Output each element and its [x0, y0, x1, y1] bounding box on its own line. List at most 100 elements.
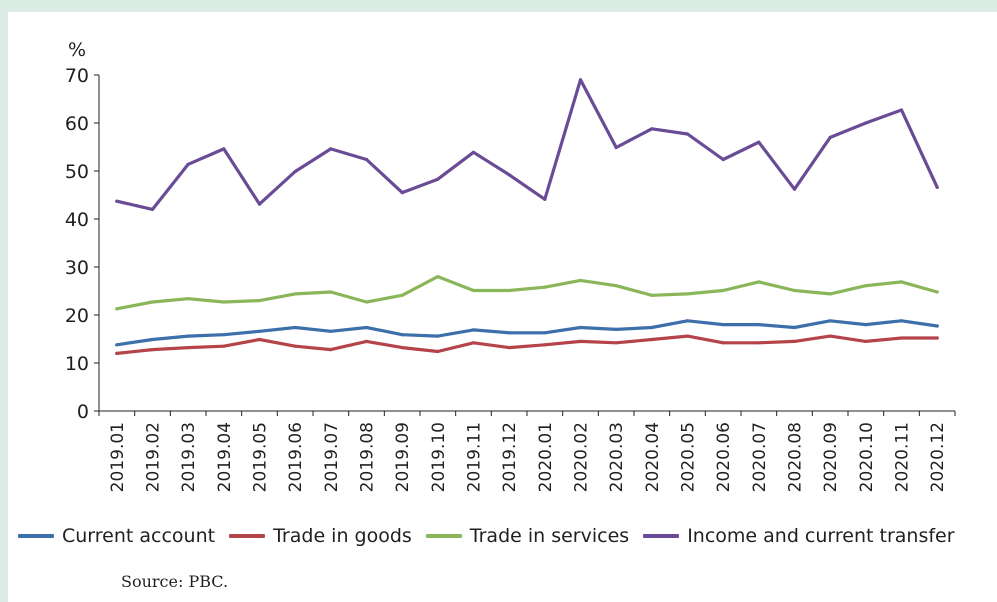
x-tick-label: 2019.07: [322, 422, 342, 492]
data-point-trade-in-goods: [257, 337, 262, 342]
data-point-trade-in-services: [828, 292, 832, 296]
data-point-income-and-current-transfer: [792, 187, 797, 191]
data-point-income-and-current-transfer: [364, 157, 369, 162]
x-tick-label: 2019.06: [286, 422, 306, 492]
y-tick-label: 10: [65, 353, 89, 375]
data-point-current-account: [329, 329, 333, 333]
legend-label-current-account: Current account: [62, 525, 216, 547]
x-tick-label: 2020.05: [679, 422, 699, 492]
data-point-income-and-current-transfer: [899, 108, 904, 112]
data-point-trade-in-services: [685, 292, 690, 296]
series-line-trade-in-services: [115, 275, 939, 311]
x-axis: 2019.01 2019.02 2019.03 2019.04 2019.05 2019.…: [98, 410, 956, 492]
series-layer: [115, 78, 939, 355]
data-point-trade-in-goods: [364, 339, 369, 343]
x-tick-label: 2020.09: [821, 422, 841, 492]
data-point-trade-in-goods: [222, 344, 226, 348]
data-point-income-and-current-transfer: [935, 185, 939, 189]
data-point-current-account: [186, 334, 190, 338]
series-line-current-account: [115, 319, 939, 347]
data-point-current-account: [792, 325, 797, 330]
data-point-current-account: [150, 337, 155, 342]
data-point-income-and-current-transfer: [543, 197, 547, 201]
data-point-trade-in-services: [257, 299, 262, 303]
data-point-trade-in-services: [471, 288, 476, 293]
data-point-income-and-current-transfer: [685, 132, 690, 136]
data-point-income-and-current-transfer: [650, 127, 654, 131]
x-tick-label: 2020.12: [928, 422, 948, 492]
data-point-trade-in-services: [864, 284, 868, 288]
data-point-trade-in-goods: [543, 343, 547, 347]
data-point-current-account: [507, 331, 511, 335]
data-point-trade-in-goods: [864, 339, 868, 343]
x-tick-label: 2019.08: [358, 422, 378, 492]
data-point-trade-in-services: [507, 288, 511, 293]
data-point-income-and-current-transfer: [864, 121, 868, 125]
data-point-current-account: [543, 331, 547, 335]
data-point-current-account: [864, 323, 868, 327]
data-point-current-account: [899, 319, 904, 323]
x-tick-label: 2020.08: [786, 422, 806, 492]
legend-swatch-current-account: [18, 534, 54, 538]
x-tick-label: 2019.09: [393, 422, 413, 492]
x-tick-label: 2019.04: [215, 422, 235, 492]
legend-swatch-income-and-current-transfer: [643, 534, 680, 538]
y-unit-label: %: [68, 39, 86, 61]
data-point-trade-in-goods: [115, 351, 119, 355]
data-point-income-and-current-transfer: [828, 135, 832, 139]
data-point-trade-in-services: [721, 288, 725, 293]
data-point-income-and-current-transfer: [293, 169, 297, 174]
data-point-income-and-current-transfer: [757, 140, 761, 144]
data-point-income-and-current-transfer: [436, 177, 440, 181]
data-point-income-and-current-transfer: [400, 191, 404, 195]
legend-label-trade-in-goods: Trade in goods: [273, 525, 412, 547]
series-line-trade-in-goods: [115, 334, 939, 355]
data-point-trade-in-goods: [329, 348, 333, 352]
data-point-trade-in-services: [115, 307, 119, 311]
data-point-current-account: [828, 319, 832, 323]
data-point-trade-in-goods: [650, 337, 654, 342]
data-point-income-and-current-transfer: [721, 157, 725, 162]
data-point-trade-in-services: [364, 300, 369, 304]
y-tick-label: 60: [65, 113, 89, 135]
data-point-trade-in-goods: [899, 336, 904, 340]
data-point-trade-in-goods: [685, 334, 690, 338]
data-point-current-account: [578, 325, 583, 330]
data-point-trade-in-services: [150, 300, 155, 304]
x-tick-label: 2020.01: [536, 422, 556, 492]
data-point-trade-in-services: [293, 292, 297, 296]
data-point-income-and-current-transfer: [186, 162, 190, 166]
data-point-current-account: [685, 319, 690, 323]
data-point-trade-in-services: [543, 285, 547, 289]
data-point-trade-in-services: [186, 297, 190, 301]
legend-label-income-and-current-transfer: Income and current transfer: [687, 525, 955, 547]
legend-item-income-and-current-transfer: Income and current transfer: [643, 525, 955, 547]
data-point-current-account: [400, 333, 404, 337]
data-point-trade-in-goods: [792, 339, 797, 343]
data-point-trade-in-goods: [721, 341, 725, 345]
data-point-trade-in-services: [329, 290, 333, 294]
data-point-trade-in-goods: [828, 334, 832, 338]
chart-panel: % 0 10 20 30 40 50 60 70 2019.01 2019.02 2019.03 2…: [8, 12, 997, 602]
data-point-current-account: [364, 325, 369, 330]
data-point-trade-in-services: [436, 275, 440, 279]
legend-item-trade-in-services: Trade in services: [425, 525, 630, 547]
data-point-income-and-current-transfer: [150, 207, 155, 211]
data-point-trade-in-services: [614, 284, 618, 288]
data-point-trade-in-goods: [436, 349, 440, 354]
data-point-trade-in-goods: [186, 346, 190, 350]
data-point-trade-in-services: [400, 293, 404, 297]
data-point-trade-in-goods: [507, 346, 511, 350]
data-point-current-account: [471, 328, 476, 332]
x-tick-label: 2019.02: [144, 422, 164, 492]
legend-swatch-trade-in-goods: [229, 534, 266, 538]
y-tick-label: 0: [77, 401, 89, 423]
x-tick-label: 2019.05: [251, 422, 271, 492]
data-point-income-and-current-transfer: [614, 145, 618, 150]
data-point-current-account: [650, 325, 654, 330]
legend-label-trade-in-services: Trade in services: [469, 525, 630, 547]
y-tick-label: 70: [65, 65, 89, 87]
y-tick-label: 50: [65, 161, 89, 183]
data-point-trade-in-services: [578, 278, 583, 282]
